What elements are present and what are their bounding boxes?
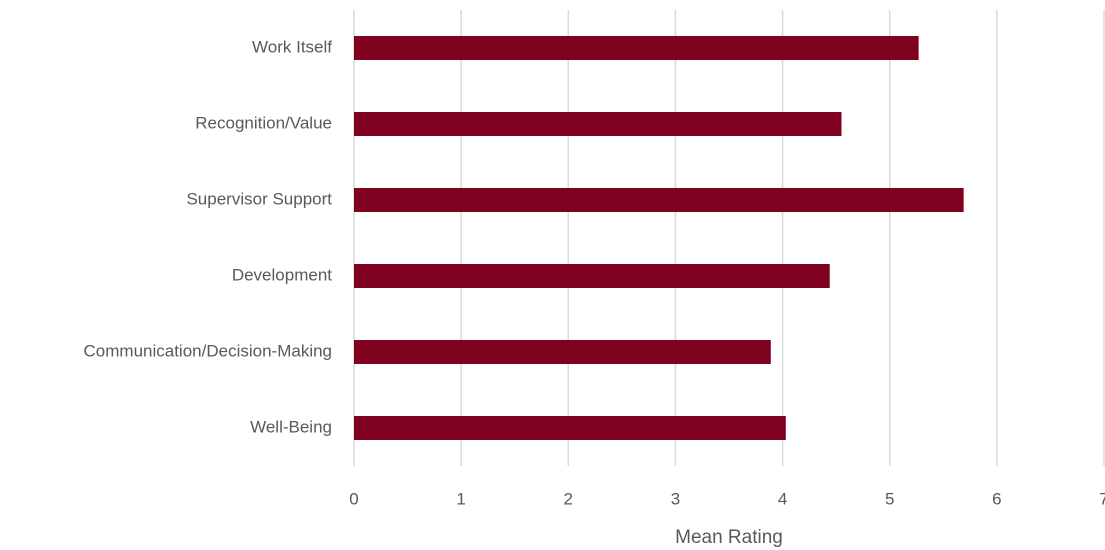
x-tick-label: 1 — [456, 489, 465, 508]
y-tick-label: Supervisor Support — [186, 189, 332, 208]
y-tick-label: Communication/Decision-Making — [84, 341, 332, 360]
bar — [354, 112, 842, 136]
bar — [354, 340, 771, 364]
y-tick-label: Well-Being — [250, 417, 332, 436]
x-tick-label: 2 — [564, 489, 573, 508]
bar — [354, 36, 919, 60]
x-tick-label: 0 — [349, 489, 358, 508]
bar — [354, 188, 964, 212]
x-tick-label: 4 — [778, 489, 787, 508]
x-tick-label: 7 — [1099, 489, 1105, 508]
bar — [354, 264, 830, 288]
bar — [354, 416, 786, 440]
y-tick-label: Development — [232, 265, 332, 284]
x-tick-label: 3 — [671, 489, 680, 508]
y-tick-label: Work Itself — [252, 37, 332, 56]
y-tick-label: Recognition/Value — [195, 113, 332, 132]
x-tick-label: 5 — [885, 489, 894, 508]
x-tick-label: 6 — [992, 489, 1001, 508]
x-axis-title: Mean Rating — [675, 527, 783, 548]
